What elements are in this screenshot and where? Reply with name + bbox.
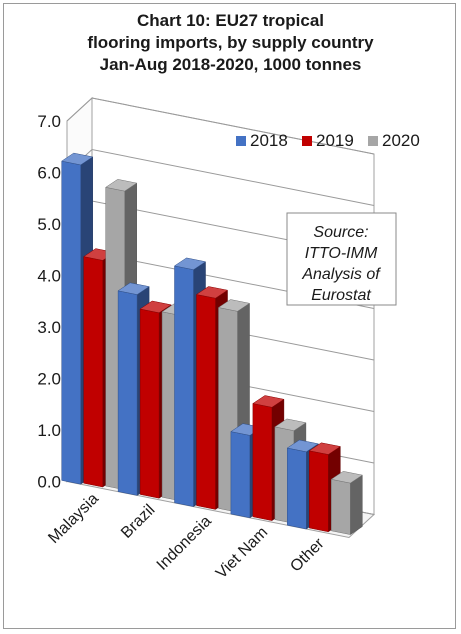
annotation-line: ITTO-IMM [305, 245, 378, 262]
y-tick-label: 6.0 [37, 164, 61, 183]
y-tick-label: 2.0 [37, 370, 61, 389]
y-tick-label: 3.0 [37, 318, 61, 337]
legend-item-2019: 2019 [302, 131, 354, 150]
y-tick-label: 5.0 [37, 215, 61, 234]
legend-swatch [302, 136, 312, 146]
annotation-line: Eurostat [311, 287, 371, 304]
y-tick-label: 7.0 [37, 112, 61, 131]
bars [61, 152, 363, 536]
legend-swatch [236, 136, 246, 146]
chart-title: Chart 10: EU27 tropical flooring imports… [0, 10, 461, 76]
legend-label: 2019 [316, 131, 354, 150]
x-label-indonesia: Indonesia [154, 513, 215, 574]
source-annotation: Source: ITTO-IMM Analysis of Eurostat [286, 212, 397, 306]
x-label-other: Other [287, 535, 328, 576]
legend-item-2018: 2018 [236, 131, 288, 150]
legend-label: 2018 [250, 131, 288, 150]
y-axis-ticks: 0.0 1.0 2.0 3.0 4.0 5.0 6.0 7.0 [37, 112, 61, 492]
chart-title-line-1: Chart 10: EU27 tropical [136, 11, 325, 30]
x-label-viet-nam: Viet Nam [213, 524, 271, 582]
gridline [66, 97, 375, 155]
legend-label: 2020 [382, 131, 420, 150]
x-label-brazil: Brazil [118, 502, 158, 542]
y-tick-label: 4.0 [37, 267, 61, 286]
legend-item-2020: 2020 [368, 131, 420, 150]
annotation-line: Analysis of [301, 266, 381, 283]
y-tick-label: 1.0 [37, 421, 61, 440]
chart-title-line-3: Jan-Aug 2018-2020, 1000 tonnes [99, 55, 362, 74]
annotation-box [286, 212, 397, 306]
legend-swatch [368, 136, 378, 146]
annotation-line: Source: [313, 224, 368, 241]
bar-other-2020 [330, 471, 363, 536]
legend: 2018 2019 2020 [236, 131, 420, 150]
chart-title-line-2: flooring imports, by supply country [87, 33, 374, 52]
x-label-malaysia: Malaysia [45, 490, 102, 547]
y-tick-label: 0.0 [37, 473, 61, 492]
